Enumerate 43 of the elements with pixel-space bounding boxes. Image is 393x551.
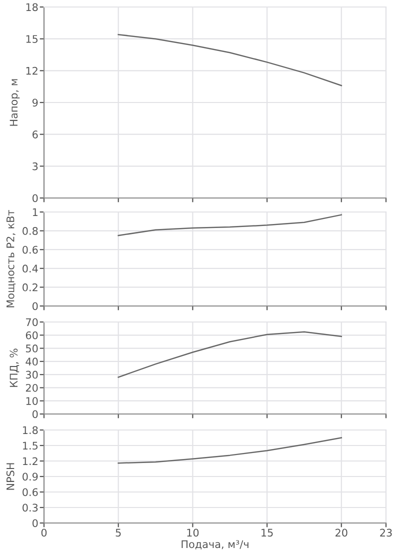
y-tick-label: 0.6 <box>22 246 38 254</box>
y-tick-label: 0.2 <box>22 283 38 292</box>
y-tick-label: 6 <box>32 130 38 138</box>
y-axis-title: Мощность P2, кВт <box>6 210 16 308</box>
y-tick-label: 18 <box>26 3 38 12</box>
line-series <box>118 214 342 236</box>
line-series <box>118 34 342 86</box>
y-tick-label: 20 <box>26 384 38 392</box>
y-tick-label: 30 <box>26 370 38 379</box>
y-tick-label: 40 <box>26 358 38 366</box>
y-tick-label: 0.3 <box>22 504 38 512</box>
y-tick-label: 1.2 <box>23 457 38 465</box>
y-tick-label: 60 <box>26 331 38 340</box>
y-tick-label: 0.6 <box>22 488 38 496</box>
y-tick-label: 0.4 <box>22 264 38 273</box>
x-tick-label: 10 <box>187 528 199 537</box>
line-series <box>118 437 342 464</box>
x-tick-label: 20 <box>336 528 348 537</box>
x-tick-label: 23 <box>380 528 392 537</box>
y-tick-label: 1.8 <box>23 426 38 434</box>
y-tick-label: 3 <box>32 162 38 170</box>
y-tick-label: 10 <box>26 397 38 405</box>
x-tick-label: 0 <box>41 528 47 537</box>
y-tick-label: 0 <box>32 410 38 418</box>
y-tick-label: 0 <box>32 519 38 528</box>
y-tick-label: 0.8 <box>22 227 38 235</box>
y-tick-label: 15 <box>26 35 38 43</box>
y-tick-label: 50 <box>26 344 38 352</box>
x-axis-title: Подача, м³/ч <box>182 540 248 550</box>
y-tick-label: 0 <box>32 194 38 202</box>
y-tick-label: 70 <box>26 318 38 326</box>
y-tick-label: 1 <box>32 208 38 216</box>
y-tick-label: 0.9 <box>22 472 38 481</box>
y-axis-title: NPSH <box>6 463 14 490</box>
x-tick-label: 15 <box>262 528 273 537</box>
x-tick-label: 5 <box>116 528 121 537</box>
y-tick-label: 1.5 <box>23 442 38 450</box>
y-tick-label: 0 <box>32 302 38 310</box>
y-axis-title: КПД, % <box>10 348 20 387</box>
y-tick-label: 12 <box>26 66 38 75</box>
line-series <box>118 331 342 378</box>
y-axis-title: Напор, м <box>10 79 20 126</box>
y-tick-label: 9 <box>32 98 38 107</box>
